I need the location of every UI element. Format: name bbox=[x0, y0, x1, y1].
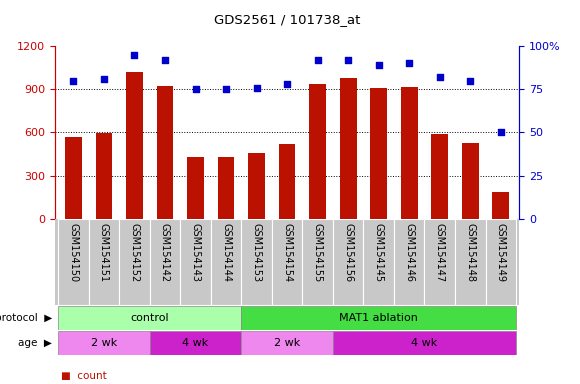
Bar bbox=[119, 219, 150, 305]
Text: GSM154148: GSM154148 bbox=[465, 223, 475, 282]
Point bbox=[282, 81, 292, 87]
Bar bbox=[425, 219, 455, 305]
Bar bbox=[126, 72, 143, 219]
Text: age  ▶: age ▶ bbox=[19, 338, 52, 348]
Text: GSM154143: GSM154143 bbox=[190, 223, 201, 282]
Bar bbox=[89, 219, 119, 305]
Point bbox=[252, 84, 261, 91]
Bar bbox=[272, 219, 302, 305]
Bar bbox=[150, 331, 241, 355]
Text: GSM154150: GSM154150 bbox=[68, 223, 78, 282]
Bar bbox=[485, 219, 516, 305]
Point bbox=[343, 57, 353, 63]
Text: protocol  ▶: protocol ▶ bbox=[0, 313, 52, 323]
Bar bbox=[58, 306, 241, 330]
Point bbox=[130, 51, 139, 58]
Bar bbox=[157, 86, 173, 219]
Bar bbox=[218, 157, 234, 219]
Bar bbox=[462, 142, 478, 219]
Text: GSM154153: GSM154153 bbox=[252, 223, 262, 282]
Text: GDS2561 / 101738_at: GDS2561 / 101738_at bbox=[214, 13, 360, 26]
Bar bbox=[279, 144, 295, 219]
Bar bbox=[340, 78, 357, 219]
Text: 2 wk: 2 wk bbox=[274, 338, 300, 348]
Bar bbox=[211, 219, 241, 305]
Bar bbox=[187, 157, 204, 219]
Point bbox=[313, 57, 322, 63]
Text: GSM154155: GSM154155 bbox=[313, 223, 322, 283]
Text: GSM154149: GSM154149 bbox=[496, 223, 506, 282]
Bar bbox=[241, 306, 516, 330]
Bar bbox=[58, 331, 150, 355]
Text: GSM154142: GSM154142 bbox=[160, 223, 170, 282]
Point bbox=[191, 86, 200, 92]
Bar bbox=[401, 87, 418, 219]
Bar bbox=[309, 84, 326, 219]
Text: 4 wk: 4 wk bbox=[182, 338, 209, 348]
Text: ■  count: ■ count bbox=[61, 371, 107, 381]
Bar bbox=[180, 219, 211, 305]
Bar bbox=[432, 134, 448, 219]
Bar bbox=[58, 219, 89, 305]
Text: control: control bbox=[130, 313, 169, 323]
Point bbox=[405, 60, 414, 66]
Bar bbox=[370, 88, 387, 219]
Text: GSM154146: GSM154146 bbox=[404, 223, 414, 282]
Bar bbox=[241, 219, 272, 305]
Point bbox=[374, 62, 383, 68]
Text: GSM154154: GSM154154 bbox=[282, 223, 292, 282]
Text: GSM154144: GSM154144 bbox=[221, 223, 231, 282]
Bar bbox=[364, 219, 394, 305]
Bar bbox=[455, 219, 485, 305]
Bar bbox=[394, 219, 425, 305]
Point bbox=[496, 129, 505, 136]
Point bbox=[69, 78, 78, 84]
Point bbox=[466, 78, 475, 84]
Bar bbox=[65, 137, 82, 219]
Bar bbox=[96, 133, 113, 219]
Text: GSM154152: GSM154152 bbox=[129, 223, 139, 283]
Bar bbox=[241, 331, 333, 355]
Bar bbox=[333, 331, 516, 355]
Bar bbox=[333, 219, 364, 305]
Point bbox=[99, 76, 108, 82]
Text: MAT1 ablation: MAT1 ablation bbox=[339, 313, 418, 323]
Text: GSM154156: GSM154156 bbox=[343, 223, 353, 282]
Point bbox=[160, 57, 169, 63]
Text: GSM154147: GSM154147 bbox=[435, 223, 445, 282]
Text: 4 wk: 4 wk bbox=[411, 338, 437, 348]
Bar bbox=[302, 219, 333, 305]
Text: GSM154151: GSM154151 bbox=[99, 223, 109, 282]
Bar bbox=[150, 219, 180, 305]
Point bbox=[435, 74, 444, 80]
Text: 2 wk: 2 wk bbox=[91, 338, 117, 348]
Text: GSM154145: GSM154145 bbox=[374, 223, 384, 282]
Bar bbox=[248, 152, 265, 219]
Point bbox=[222, 86, 231, 92]
Bar bbox=[492, 192, 509, 219]
